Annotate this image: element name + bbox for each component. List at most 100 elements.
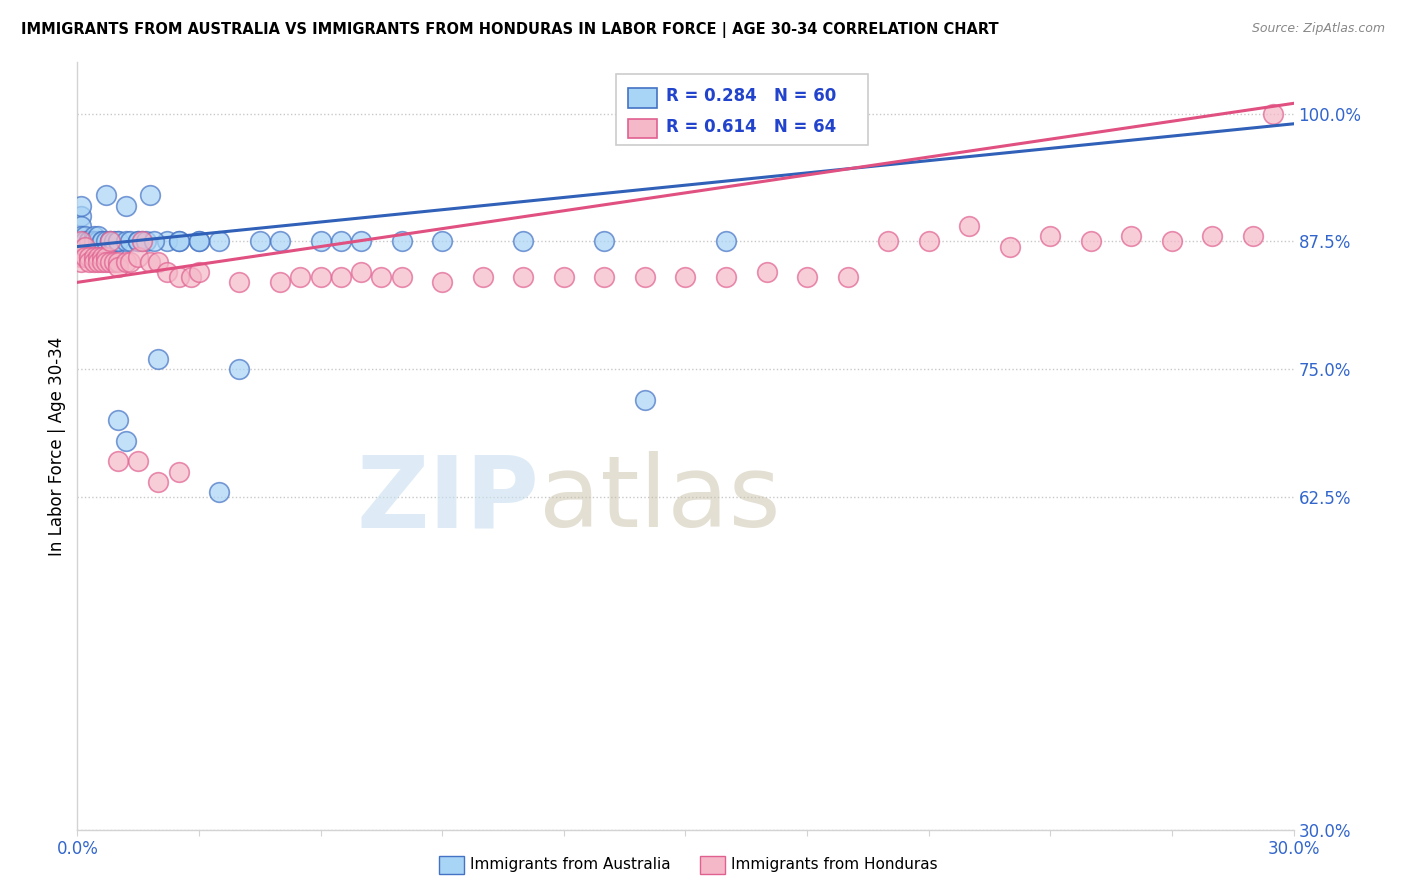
Point <box>90 235 112 249</box>
Point <box>430 235 453 249</box>
Point <box>70 229 93 244</box>
Point <box>391 235 413 249</box>
Point <box>79 235 101 249</box>
Point <box>107 260 129 274</box>
Point <box>131 235 153 249</box>
Point <box>75 235 97 249</box>
Point <box>75 250 97 264</box>
Point <box>167 270 190 285</box>
Point <box>86 229 108 244</box>
Point <box>94 255 117 269</box>
Point <box>350 265 373 279</box>
Point <box>90 250 112 264</box>
Point <box>115 255 138 269</box>
Point <box>118 235 141 249</box>
Point <box>86 255 108 269</box>
Point <box>167 235 190 249</box>
Point <box>430 276 453 290</box>
Point <box>269 235 291 249</box>
Point <box>309 235 332 249</box>
Point <box>1039 229 1062 244</box>
Point <box>1241 229 1264 244</box>
Point <box>167 235 190 249</box>
Point <box>208 235 231 249</box>
Point <box>70 235 93 249</box>
Point <box>208 485 231 500</box>
Point <box>167 465 190 479</box>
Point <box>918 235 941 249</box>
Point <box>148 475 170 489</box>
Point <box>75 235 97 249</box>
Point <box>103 235 125 249</box>
Point <box>127 235 149 249</box>
Point <box>115 434 138 448</box>
Point <box>370 270 392 285</box>
Point <box>83 250 105 264</box>
Point <box>75 229 97 244</box>
Y-axis label: In Labor Force | Age 30-34: In Labor Force | Age 30-34 <box>48 336 66 556</box>
Point <box>512 270 534 285</box>
Point <box>1263 106 1285 120</box>
Point <box>155 265 177 279</box>
Point <box>70 255 93 269</box>
Point <box>127 454 149 468</box>
Point <box>94 235 117 249</box>
Point <box>1161 235 1184 249</box>
Point <box>83 235 105 249</box>
Point <box>103 255 125 269</box>
Point <box>148 255 170 269</box>
Point <box>79 250 101 264</box>
Point <box>70 219 93 233</box>
Point <box>249 235 271 249</box>
Text: atlas: atlas <box>540 451 782 549</box>
Point <box>143 235 166 249</box>
Point <box>675 270 697 285</box>
Text: ZIP: ZIP <box>357 451 540 549</box>
Point <box>83 235 105 249</box>
Point <box>107 235 129 249</box>
Point <box>79 235 101 249</box>
Point <box>115 199 138 213</box>
Point <box>228 276 250 290</box>
Point <box>329 235 352 249</box>
Point <box>98 255 121 269</box>
Point <box>70 235 93 249</box>
Point <box>309 270 332 285</box>
Point <box>593 235 616 249</box>
Point <box>139 255 162 269</box>
Point <box>188 265 211 279</box>
Point <box>75 239 97 253</box>
Point <box>107 235 129 249</box>
Point <box>290 270 312 285</box>
Point <box>180 270 202 285</box>
Point <box>1080 235 1102 249</box>
Point <box>269 276 291 290</box>
Point <box>593 270 616 285</box>
Point <box>79 255 101 269</box>
Point <box>70 199 93 213</box>
Point <box>98 235 121 249</box>
Point <box>634 270 657 285</box>
Point <box>86 235 108 249</box>
Point <box>957 219 980 233</box>
Point <box>714 235 737 249</box>
Text: Source: ZipAtlas.com: Source: ZipAtlas.com <box>1251 22 1385 36</box>
Point <box>79 235 101 249</box>
Point <box>79 235 101 249</box>
Point <box>127 250 149 264</box>
Point <box>86 250 108 264</box>
Point <box>70 250 93 264</box>
Point <box>118 255 141 269</box>
Point <box>1121 229 1143 244</box>
Point <box>70 209 93 223</box>
Point <box>115 235 138 249</box>
Point <box>512 235 534 249</box>
Point <box>837 270 859 285</box>
Point <box>714 270 737 285</box>
Point <box>135 235 157 249</box>
Point <box>553 270 575 285</box>
Text: IMMIGRANTS FROM AUSTRALIA VS IMMIGRANTS FROM HONDURAS IN LABOR FORCE | AGE 30-34: IMMIGRANTS FROM AUSTRALIA VS IMMIGRANTS … <box>21 22 998 38</box>
Point <box>107 255 129 269</box>
Text: R = 0.284   N = 60: R = 0.284 N = 60 <box>666 87 837 105</box>
Point <box>329 270 352 285</box>
